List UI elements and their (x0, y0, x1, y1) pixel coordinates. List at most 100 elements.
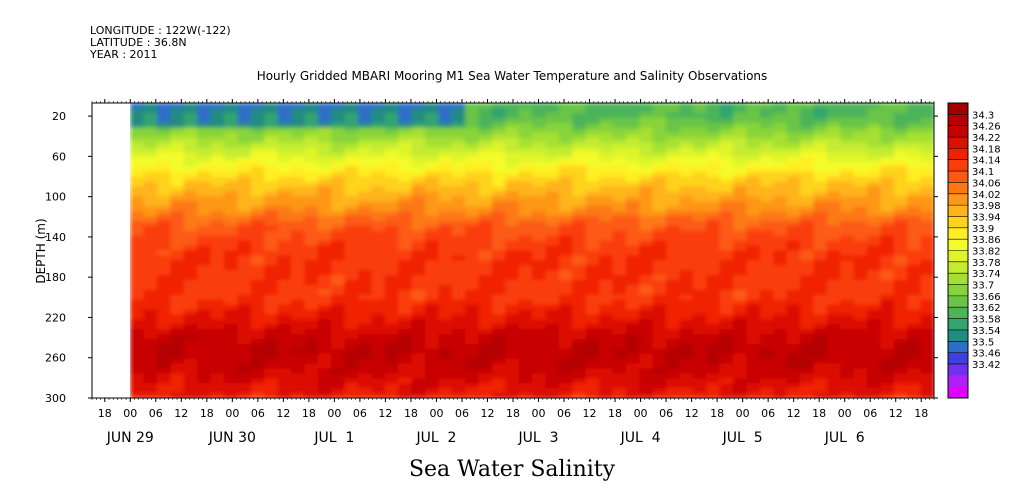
y-tick-label: 300 (45, 392, 66, 405)
x-date-label: JUL 2 (415, 430, 456, 446)
x-hour-label: 18 (98, 407, 112, 420)
colorbar-swatch (948, 318, 968, 331)
x-date-label: JUL 4 (620, 430, 661, 446)
colorbar-label: 33.98 (972, 201, 1001, 212)
x-date-label: JUL 3 (518, 430, 559, 446)
colorbar-label: 33.54 (972, 326, 1001, 337)
y-tick-label: 180 (45, 271, 66, 284)
colorbar-swatch (948, 227, 968, 240)
colorbar-swatch (948, 137, 968, 149)
colorbar-swatch (948, 329, 968, 342)
colorbar: 34.334.2634.2234.1834.1434.134.0634.0233… (947, 102, 1001, 399)
x-hour-label: 18 (200, 407, 214, 420)
colorbar-label: 33.66 (972, 292, 1001, 303)
x-hour-label: 00 (225, 407, 239, 420)
y-tick-label: 20 (52, 110, 66, 123)
x-date-label: JUN 30 (208, 430, 256, 446)
chart-title: Hourly Gridded MBARI Mooring M1 Sea Wate… (257, 69, 768, 83)
colorbar-label: 34.02 (972, 190, 1001, 201)
x-date-label: JUN 29 (106, 430, 154, 446)
x-hour-label: 00 (634, 407, 648, 420)
colorbar-swatch (948, 250, 968, 263)
axes: 20 60 100 140 180 220 260 300 18 00 06 12 18 00 06 12 18… (45, 99, 938, 446)
x-hour-label: 12 (480, 407, 494, 420)
colorbar-swatch (948, 125, 968, 138)
colorbar-label: 33.94 (972, 212, 1001, 223)
latitude-label: LATITUDE : 36.8N (90, 36, 187, 49)
colorbar-label: 33.82 (972, 247, 1001, 258)
x-hour-label: 00 (532, 407, 546, 420)
colorbar-label: 34.06 (972, 178, 1001, 189)
colorbar-swatch (948, 307, 968, 319)
colorbar-swatch (948, 239, 968, 251)
colorbar-label: 34.1 (972, 167, 994, 178)
colorbar-label: 33.86 (972, 235, 1001, 246)
x-hour-label: 12 (889, 407, 903, 420)
x-hour-label: 00 (429, 407, 443, 420)
colorbar-label: 34.14 (972, 156, 1001, 167)
colorbar-swatch (948, 193, 968, 206)
x-hour-label: 06 (761, 407, 775, 420)
x-hour-label: 18 (506, 407, 520, 420)
colorbar-swatch (948, 284, 968, 297)
colorbar-label: 34.18 (972, 144, 1001, 155)
colorbar-swatch (948, 103, 968, 115)
colorbar-swatch (948, 205, 968, 217)
colorbar-swatch (948, 273, 968, 285)
colorbar-swatch (948, 159, 968, 172)
colorbar-label: 33.62 (972, 303, 1001, 314)
x-date-label: JUL 1 (313, 430, 354, 446)
x-hour-label: 00 (736, 407, 750, 420)
x-hour-label: 12 (378, 407, 392, 420)
year-label: YEAR : 2011 (89, 48, 158, 61)
colorbar-swatch (948, 148, 968, 161)
x-hour-label: 18 (404, 407, 418, 420)
colorbar-label: 33.58 (972, 315, 1001, 326)
x-hour-label: 18 (710, 407, 724, 420)
x-hour-label: 18 (914, 407, 928, 420)
x-hour-label: 18 (302, 407, 316, 420)
x-axis-label: Sea Water Salinity (409, 457, 616, 482)
x-hour-label: 06 (251, 407, 265, 420)
y-tick-label: 140 (45, 231, 66, 244)
colorbar-label: 34.26 (972, 122, 1001, 133)
longitude-label: LONGITUDE : 122W(-122) (90, 24, 231, 37)
colorbar-swatch (948, 363, 968, 376)
colorbar-label: 33.7 (972, 281, 994, 292)
y-tick-label: 220 (45, 311, 66, 324)
x-date-label: JUL 5 (722, 430, 763, 446)
x-hour-label: 18 (812, 407, 826, 420)
x-hour-label: 06 (455, 407, 469, 420)
x-hour-label: 00 (123, 407, 137, 420)
colorbar-swatch (948, 216, 968, 229)
colorbar-label: 34.22 (972, 133, 1001, 144)
colorbar-label: 33.78 (972, 258, 1001, 269)
colorbar-swatch (948, 386, 968, 399)
x-date-label: JUL 6 (824, 430, 865, 446)
x-hour-label: 18 (608, 407, 622, 420)
colorbar-label: 34.3 (972, 110, 994, 121)
colorbar-swatch (948, 261, 968, 274)
x-hour-label: 06 (863, 407, 877, 420)
colorbar-swatch (948, 295, 968, 308)
x-hour-label: 00 (838, 407, 852, 420)
x-hour-label: 06 (149, 407, 163, 420)
colorbar-swatch (948, 341, 968, 353)
colorbar-swatch (948, 171, 968, 183)
colorbar-label: 33.42 (972, 360, 1001, 371)
colorbar-label: 33.74 (972, 269, 1001, 280)
x-hour-label: 12 (787, 407, 801, 420)
x-hour-label: 06 (353, 407, 367, 420)
y-tick-label: 100 (45, 191, 66, 204)
colorbar-swatch (948, 114, 968, 126)
x-hour-label: 06 (557, 407, 571, 420)
x-hour-label: 12 (276, 407, 290, 420)
colorbar-label: 33.9 (972, 224, 994, 235)
colorbar-swatch (948, 352, 968, 365)
x-hour-label: 00 (327, 407, 341, 420)
x-hour-label: 06 (659, 407, 673, 420)
colorbar-label: 33.46 (972, 349, 1001, 360)
y-tick-label: 260 (45, 352, 66, 365)
colorbar-label: 33.5 (972, 337, 994, 348)
